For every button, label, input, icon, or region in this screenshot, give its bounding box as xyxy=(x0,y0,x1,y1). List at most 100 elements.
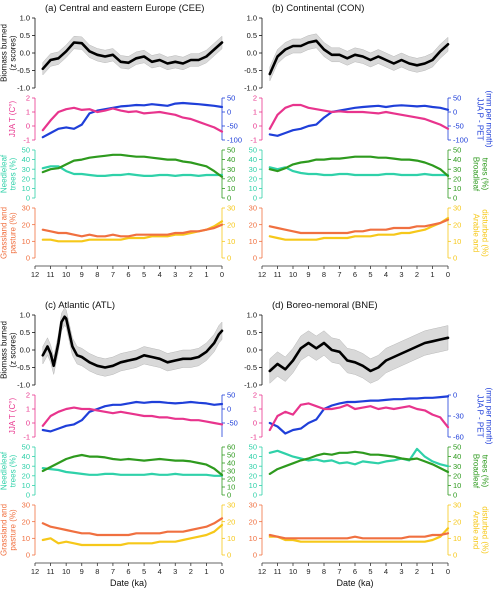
precip-right-tick-label: 50 xyxy=(453,94,461,103)
needleleaf-left-tick-label: 20 xyxy=(22,174,30,183)
broadleaf-right-tick-label: 30 xyxy=(453,165,461,174)
temp-left-tick-label: -1 xyxy=(250,433,257,442)
arable-line xyxy=(268,216,450,241)
arable-right-tick-label: 0 xyxy=(227,254,231,263)
x-tick-label: 8 xyxy=(95,567,99,576)
precip-axis-label: (mm per month) xyxy=(485,388,494,445)
grassland-left-tick-label: 0 xyxy=(253,254,257,263)
arable-right-tick-label: 30 xyxy=(227,501,235,510)
x-tick-label: 0 xyxy=(220,567,224,576)
x-tick-label: 3 xyxy=(173,270,177,279)
grassland-left-tick-label: 30 xyxy=(249,204,257,213)
x-tick-label: 11 xyxy=(274,270,282,279)
needleleaf-left-tick-label: 10 xyxy=(22,481,30,490)
arable-right-tick-label: 0 xyxy=(227,551,231,560)
arable-right-tick-label: 20 xyxy=(453,517,461,526)
temp-axis-label: JJA T (C°) xyxy=(8,398,17,435)
biomass-left-tick-label: -1.0 xyxy=(17,381,30,390)
temp-left-tick-label: -1 xyxy=(250,136,257,145)
arable-right-tick-label: 10 xyxy=(453,534,461,543)
broadleaf-line xyxy=(268,155,450,177)
x-tick-label: 7 xyxy=(337,270,341,279)
temp-left-tick-label: 0 xyxy=(26,122,30,131)
x-tick-label: 6 xyxy=(353,567,357,576)
temp-left-tick-label: 0 xyxy=(253,419,257,428)
x-tick-label: 12 xyxy=(258,567,266,576)
x-tick-label: 1 xyxy=(430,270,434,279)
x-tick-label: 3 xyxy=(173,567,177,576)
x-tick-label: 1 xyxy=(204,270,208,279)
panel-2: (c) Atlantic (ATL) 1.0 0.5 0.0 -0.5 -1.0 Bioma… xyxy=(0,300,238,588)
x-tick-label: 2 xyxy=(189,567,193,576)
x-tick-label: 6 xyxy=(353,270,357,279)
precip-axis-label: JJA P - PET xyxy=(476,98,485,141)
needleleaf-left-tick-label: 30 xyxy=(249,165,257,174)
x-tick-label: 0 xyxy=(446,567,450,576)
temperature-line xyxy=(268,103,450,130)
x-tick-label: 2 xyxy=(415,567,419,576)
x-tick-label: 12 xyxy=(258,270,266,279)
biomass-axis-label: Biomass burned xyxy=(0,321,9,379)
broadleaf-right-tick-label: 10 xyxy=(453,184,461,193)
broadleaf-right-tick-label: 0 xyxy=(227,194,231,203)
x-tick-label: 1 xyxy=(430,567,434,576)
needleleaf-left-tick-label: 0 xyxy=(26,194,30,203)
needleleaf-line xyxy=(41,165,224,177)
broadleaf-line xyxy=(268,450,450,475)
x-tick-label: 0 xyxy=(220,270,224,279)
x-tick-label: 3 xyxy=(399,567,403,576)
broadleaf-right-tick-label: 50 xyxy=(453,146,461,155)
needleleaf-left-tick-label: 10 xyxy=(249,184,257,193)
broadleaf-axis-label: Broadleaf xyxy=(472,157,481,192)
temp-axis-label: JJA T (C°) xyxy=(8,101,17,138)
panel-1: (b) Continental (CON)1.00.50.0-0.5-1.021… xyxy=(244,3,493,279)
biomass-axis-label: (z scores) xyxy=(9,332,18,367)
x-tick-label: 9 xyxy=(80,567,84,576)
x-tick-label: 5 xyxy=(142,270,146,279)
temp-left-tick-label: 2 xyxy=(26,94,30,103)
x-tick-label: 0 xyxy=(446,270,450,279)
grassland-left-tick-label: 20 xyxy=(22,220,30,229)
precip-right-tick-label: -50 xyxy=(453,122,464,131)
needleleaf-left-tick-label: 30 xyxy=(249,462,257,471)
precip-axis-label: JJA P - PET xyxy=(476,395,485,438)
x-tick-label: 10 xyxy=(62,567,70,576)
broadleaf-right-tick-label: 0 xyxy=(227,491,231,500)
biomass-burned-line xyxy=(268,39,450,76)
x-tick-label: 8 xyxy=(322,567,326,576)
grassland-line xyxy=(41,517,224,537)
x-tick-label: 4 xyxy=(384,270,388,279)
x-tick-label: 8 xyxy=(95,270,99,279)
arable-right-tick-label: 20 xyxy=(227,517,235,526)
x-tick-label: 9 xyxy=(80,270,84,279)
biomass-left-tick-label: 0.5 xyxy=(247,31,257,40)
x-tick-label: 10 xyxy=(289,567,297,576)
grassland-left-tick-label: 0 xyxy=(26,254,30,263)
biomass-left-tick-label: 0.0 xyxy=(20,49,30,58)
biomass-left-tick-label: -1.0 xyxy=(17,84,30,93)
broadleaf-line xyxy=(41,453,224,477)
broadleaf-right-tick-label: 0 xyxy=(453,491,457,500)
precip-right-tick-label: -60 xyxy=(453,433,464,442)
precip-right-tick-label: 50 xyxy=(227,391,235,400)
temperature-line xyxy=(268,402,450,432)
arable-axis-label: disturbed (%) xyxy=(481,209,490,257)
needleleaf-left-tick-label: 50 xyxy=(249,146,257,155)
x-tick-label: 1 xyxy=(204,567,208,576)
broadleaf-right-tick-label: 0 xyxy=(453,194,457,203)
precip-right-tick-label: -100 xyxy=(227,136,242,145)
x-tick-label: 2 xyxy=(189,270,193,279)
arable-right-tick-label: 20 xyxy=(227,220,235,229)
arable-right-tick-label: 20 xyxy=(453,220,461,229)
biomass-left-tick-label: -0.5 xyxy=(17,363,30,372)
arable-right-tick-label: 10 xyxy=(227,534,235,543)
temp-left-tick-label: 0 xyxy=(253,122,257,131)
grassland-axis-label: pasture (%) xyxy=(9,212,18,254)
biomass-axis-label: (z scores) xyxy=(9,35,18,70)
needleleaf-axis-label: Needleleaf xyxy=(0,451,9,490)
arable-right-tick-label: 0 xyxy=(453,254,457,263)
broadleaf-right-tick-label: 20 xyxy=(453,174,461,183)
needleleaf-left-tick-label: 10 xyxy=(249,481,257,490)
arable-line xyxy=(41,523,224,547)
